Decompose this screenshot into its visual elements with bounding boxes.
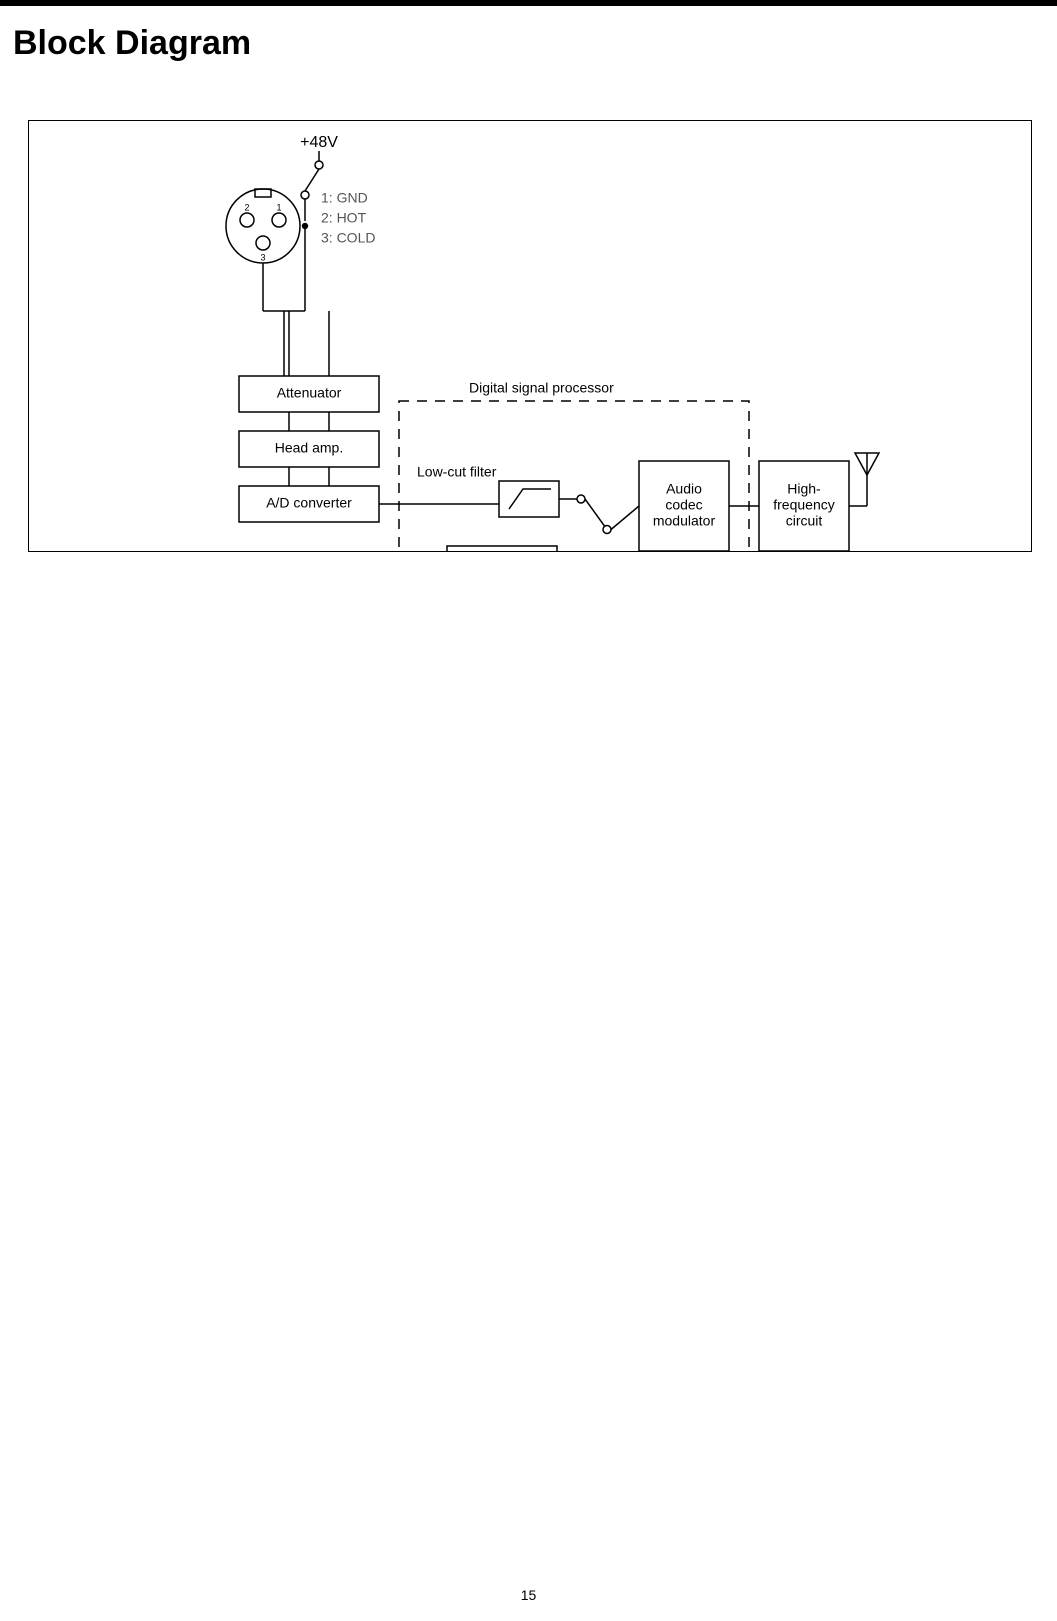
page-root: Block Diagram +48V 1 2 3 1: GND 2: HOT 3: COLD… [0,0,1057,1621]
svg-text:1: GND: 1: GND [321,190,368,206]
svg-text:2: 2 [244,202,249,212]
svg-text:3: 3 [260,252,265,262]
svg-text:modulator: modulator [653,513,716,529]
svg-text:Digital signal processor: Digital signal processor [469,380,614,396]
svg-text:circuit: circuit [786,513,823,529]
svg-text:Attenuator: Attenuator [277,385,342,401]
page-title: Block Diagram [13,24,251,63]
svg-text:Audio: Audio [666,481,702,497]
svg-text:3: COLD: 3: COLD [321,230,375,246]
svg-text:+48V: +48V [300,134,338,151]
svg-text:2: HOT: 2: HOT [321,210,367,226]
svg-text:1: 1 [276,202,281,212]
top-bar [0,0,1057,6]
diagram-frame: +48V 1 2 3 1: GND 2: HOT 3: COLD Attenuator Head… [28,120,1032,552]
svg-text:Low-cut filter: Low-cut filter [417,464,497,480]
svg-text:frequency: frequency [773,497,834,513]
svg-text:codec: codec [665,497,702,513]
page-number: 15 [521,1587,537,1603]
block-diagram-svg: +48V 1 2 3 1: GND 2: HOT 3: COLD Attenuator Head… [29,121,1031,551]
svg-text:High-: High- [787,481,821,497]
svg-text:Head amp.: Head amp. [275,440,343,456]
svg-text:A/D converter: A/D converter [266,495,352,511]
